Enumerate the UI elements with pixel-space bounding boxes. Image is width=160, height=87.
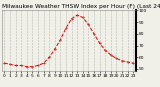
Text: Milwaukee Weather THSW Index per Hour (F) (Last 24 Hours): Milwaukee Weather THSW Index per Hour (F… <box>2 4 160 9</box>
